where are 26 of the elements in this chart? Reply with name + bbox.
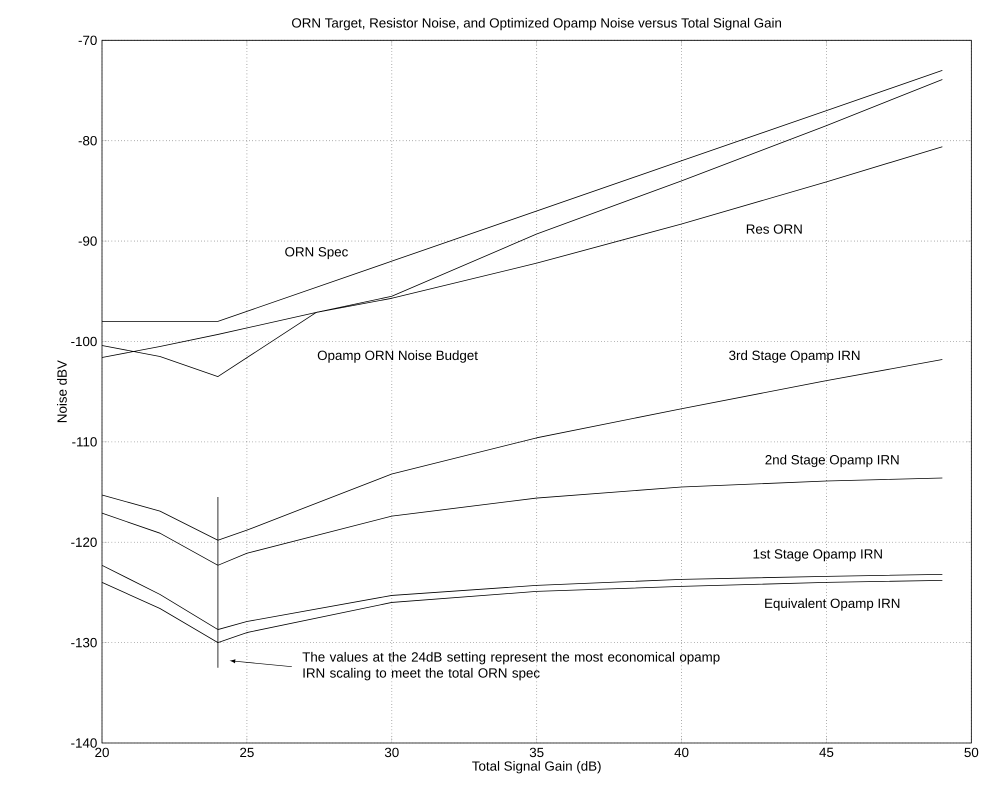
annotation: The values at the 24dB setting represent the most economical opamp IRN scaling to meet the total ORN spec (302, 652, 720, 680)
x-tick-label: 30 (384, 748, 399, 758)
y-tick-label: -100 (71, 336, 97, 346)
x-tick-label: 50 (964, 748, 978, 758)
x-tick-label: 40 (674, 748, 688, 758)
y-tick-label: -140 (71, 738, 97, 748)
y-tick-label: -130 (71, 638, 97, 648)
y-tick-label: -110 (72, 437, 97, 447)
series-label: Res ORN (746, 224, 802, 234)
text: Opamp ORN Noise Budget (318, 350, 478, 363)
chart-title: ORN Target, Resistor Noise, and Optimized Opamp Noise versus Total Signal Gain (292, 18, 782, 30)
y-tick-label: -120 (71, 538, 97, 547)
x-tick-label: 45 (819, 748, 834, 757)
x-tick-label: 35 (530, 748, 544, 758)
y-tick-label: -80 (78, 136, 97, 146)
series-label: 3rd Stage Opamp IRN (729, 350, 860, 363)
x-tick-label: 20 (95, 748, 109, 758)
series-label: 1st Stage Opamp IRN (754, 549, 882, 562)
y-tick-label: -70 (78, 36, 97, 46)
x-axis-title: Total Signal Gain (dB) (472, 760, 601, 774)
y-axis-title: Noise dBV (56, 360, 67, 422)
series-label: ORN Spec (285, 247, 348, 260)
y-tick-label: -90 (78, 236, 97, 246)
series-label: 2nd Stage Opamp IRN (765, 454, 899, 468)
series-label: Equivalent Opamp IRN (765, 598, 900, 611)
x-tick-label: 25 (240, 748, 254, 758)
